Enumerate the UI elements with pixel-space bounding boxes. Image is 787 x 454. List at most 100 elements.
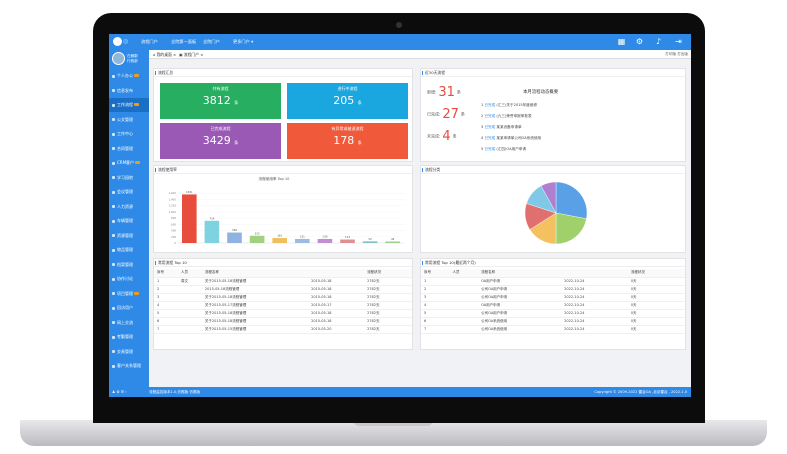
month-stat-unit: 条 xyxy=(456,89,461,95)
sidebar-item[interactable]: CRM客户 xyxy=(109,156,149,170)
sidebar-item-label: 合同管理 xyxy=(117,145,133,151)
table-header: 序号 人员 流程名称 流程状况 xyxy=(421,269,685,277)
table-cell xyxy=(676,309,685,317)
menu-icon xyxy=(112,306,115,310)
table-row[interactable]: 6 公司OA系统使用 2022-10-24 0天 xyxy=(421,317,685,325)
table-cell xyxy=(676,301,685,309)
sidebar-item[interactable]: 个人办公 xyxy=(109,69,149,83)
sidebar-item-label: 工作流程 xyxy=(117,102,133,107)
sidebar-item[interactable]: 档案管理 xyxy=(109,258,149,272)
stat-card[interactable]: 共有流程 3812 条 xyxy=(160,83,281,119)
table-cell: 2782天 xyxy=(367,302,380,307)
column-header xyxy=(308,269,365,277)
sidebar-item[interactable]: 合同管理 xyxy=(109,142,149,156)
table-cell: 2015-05-17 xyxy=(311,303,332,307)
table-cell xyxy=(405,293,412,301)
table-row[interactable]: 5 关于2015-05-18流程管理 2015-05-18 2782天 xyxy=(154,309,412,317)
bell-icon[interactable]: ♪ xyxy=(655,37,662,46)
app-logo xyxy=(113,37,122,46)
sidebar-item[interactable]: 交易管理 xyxy=(109,345,149,359)
sidebar-item[interactable]: 资源管理 xyxy=(109,229,149,243)
pie-slice[interactable] xyxy=(555,212,587,245)
table-cell xyxy=(450,277,479,285)
pie-slice[interactable] xyxy=(555,181,588,220)
sidebar-item-label: 信息发布 xyxy=(117,87,133,93)
table-row[interactable]: 2 2015-05-18流程管理 2015-05-18 2782天 xyxy=(154,285,412,293)
sidebar-item[interactable]: 信息发布 xyxy=(109,84,149,98)
month-panel: 近30天流程 新增: 31 条已完成: 27 条未完成: 4 条 本月流程动态概要 1 已完… xyxy=(420,68,686,162)
footer: ♟ ⚙ ☰ ‹ 流程监控版本1.0,仿照版 仿照版 Copyright © 20… xyxy=(109,387,691,397)
sidebar-item[interactable]: 项目管理 xyxy=(109,287,149,301)
sidebar-item[interactable]: 客户关系管理 xyxy=(109,359,149,373)
table-cell xyxy=(450,325,479,333)
nav-more-portals[interactable]: 更多门户 ▾ xyxy=(233,39,254,44)
sidebar-item[interactable]: 工作流程 xyxy=(109,98,149,112)
table-row[interactable]: 3 关于2015-05-18流程管理 2015-05-18 2782天 xyxy=(154,293,412,301)
tab-my-desktop[interactable]: ⌂ 我的桌面 × xyxy=(153,52,177,57)
footer-icons[interactable]: ♟ ⚙ ☰ ‹ xyxy=(112,390,127,394)
sidebar-item[interactable]: 人力资源 xyxy=(109,200,149,214)
recent-item[interactable]: 2 已完成 (九三)荣誉申报审批表 xyxy=(481,114,532,119)
nav-flow-portal[interactable]: 流程门户 xyxy=(141,39,158,44)
table-cell: 2782天 xyxy=(367,318,380,323)
menu-icon xyxy=(112,161,115,165)
avatar[interactable] xyxy=(112,52,125,65)
logout-icon[interactable]: ⇥ xyxy=(675,37,682,46)
sidebar-item[interactable]: 会议管理 xyxy=(109,185,149,199)
stat-card[interactable]: 进行中流程 205 条 xyxy=(287,83,408,119)
table-cell: 2022-10-24 xyxy=(564,279,585,283)
sidebar-item[interactable]: 协作讨论 xyxy=(109,272,149,286)
table-row[interactable]: 7 关于2015-05-15流程管理 2015-05-20 2782天 xyxy=(154,325,412,333)
sidebar-item[interactable]: 车辆管理 xyxy=(109,214,149,228)
gear-icon[interactable]: ⚙ xyxy=(635,37,644,46)
sidebar-item[interactable]: 回访用户 xyxy=(109,301,149,315)
month-stat-row: 已完成: 27 条 xyxy=(427,107,465,122)
grid-icon[interactable]: ▦ xyxy=(617,37,626,46)
stat-label: 进行中流程 xyxy=(337,86,358,91)
sidebar-item[interactable]: 学习园地 xyxy=(109,171,149,185)
recent-item[interactable]: 3 已完成 某某设备申请单 xyxy=(481,125,522,130)
bar xyxy=(385,241,400,243)
table-cell: 4 xyxy=(424,303,427,307)
table-row[interactable]: 3 公司OA用户申请 2022-10-24 0天 xyxy=(421,293,685,301)
table-cell xyxy=(676,325,685,333)
tab-bar: ⌂ 我的桌面 × ▣ 流程门户 × 打印版 打出版 xyxy=(149,50,691,59)
sidebar-item[interactable]: 工作中心 xyxy=(109,127,149,141)
table-row[interactable]: 2 公司OA用户申请 2022-10-24 0天 xyxy=(421,285,685,293)
sidebar-item[interactable]: 公文管理 xyxy=(109,113,149,127)
table-row[interactable]: 4 关于2015-05-17流程管理 2015-05-17 2782天 xyxy=(154,301,412,309)
table-row[interactable]: 1 OA用户申请 2022-10-24 0天 xyxy=(421,277,685,285)
stat-card[interactable]: 有异常或被退流程 178 条 xyxy=(287,123,408,159)
stat-value: 3429 条 xyxy=(160,134,281,147)
sidebar-item[interactable]: 网上交流 xyxy=(109,316,149,330)
sidebar-item-label: 工作中心 xyxy=(117,131,133,136)
nav-first-panel[interactable]: 全院第一面板 xyxy=(171,39,197,44)
recent-item[interactable]: 1 已完成 (汇三)关于2015年度维修 xyxy=(481,103,537,108)
print-links[interactable]: 打印版 打出版 xyxy=(665,52,688,56)
table-row[interactable]: 1 周文 关于2015-05-18流程管理 2015-05-18 2782天 xyxy=(154,277,412,285)
table-cell: 0天 xyxy=(630,310,637,315)
sidebar-item[interactable]: 物品管理 xyxy=(109,243,149,257)
table-cell: 2782天 xyxy=(367,326,380,331)
recent-item[interactable]: 4 已完成 某某申请单公司OA系统使用 xyxy=(481,136,541,141)
table-cell: 2782天 xyxy=(367,278,380,283)
stat-label: 已完成流程 xyxy=(210,126,231,131)
column-header: 流程状况 xyxy=(627,269,677,277)
sidebar-item-label: 公文管理 xyxy=(117,116,133,122)
table-row[interactable]: 4 OA用户申请 2022-10-24 0天 xyxy=(421,301,685,309)
table-row[interactable]: 5 公司OA用户申请 2022-10-24 0天 xyxy=(421,309,685,317)
bar xyxy=(295,238,310,243)
menu-icon xyxy=(112,292,115,295)
stat-card[interactable]: 已完成流程 3429 条 xyxy=(160,123,281,159)
recent-item[interactable]: 5 已完成 (汇四)OA用户申请 xyxy=(481,147,526,152)
recent-top10-title: 常用流程 Top 10(最近两个月) xyxy=(421,259,685,267)
tab-flow-portal[interactable]: ▣ 流程门户 × xyxy=(179,52,204,57)
sidebar-item[interactable]: 考勤管理 xyxy=(109,330,149,344)
table-row[interactable]: 7 公司OA系统使用 2022-10-24 0天 xyxy=(421,325,685,333)
bar-value-label: 714 xyxy=(209,216,214,220)
table-cell xyxy=(676,317,685,325)
menu-icon xyxy=(112,118,115,121)
table-row[interactable]: 6 关于2015-05-18流程管理 2015-05-18 2782天 xyxy=(154,317,412,325)
nav-portal[interactable]: 全院门户 xyxy=(203,39,220,44)
pie-slice[interactable] xyxy=(540,181,557,214)
